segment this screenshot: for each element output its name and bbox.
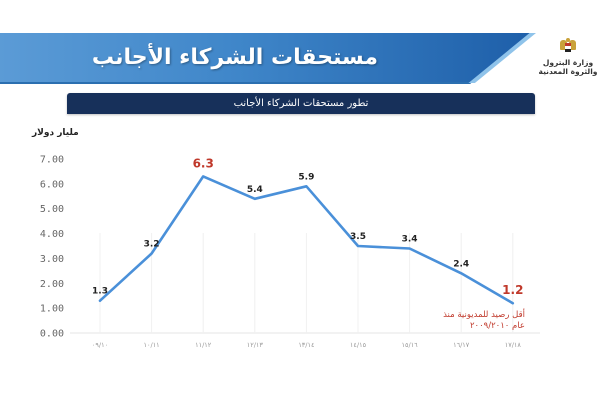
y-tick-label: 2.00 xyxy=(40,279,64,290)
title-banner xyxy=(0,33,530,84)
x-tick-label: ٠٩/١٠ xyxy=(92,341,108,349)
data-point-label: 2.4 xyxy=(453,259,469,269)
annotation-lowest-balance: أقل رصيد للمديونية منذ عام ٢٠٠٩/٢٠١٠ xyxy=(415,310,525,332)
data-point-label: 5.9 xyxy=(298,172,314,182)
chart-title-bar: تطور مستحقات الشركاء الأجانب xyxy=(67,93,535,114)
annotation-line2: عام ٢٠٠٩/٢٠١٠ xyxy=(469,321,525,331)
data-point-label: 6.3 xyxy=(193,156,214,170)
x-tick-label: ١٧/١٨ xyxy=(505,341,522,349)
egypt-eagle-icon xyxy=(560,38,576,56)
y-tick-label: 6.00 xyxy=(40,179,64,190)
x-tick-label: ١٣/١٤ xyxy=(298,341,314,349)
series-line xyxy=(98,175,515,305)
annotation-line1: أقل رصيد للمديونية منذ xyxy=(443,310,525,320)
chart-gridlines xyxy=(70,233,540,334)
x-tick-label: ١٥/١٦ xyxy=(402,341,419,349)
y-tick-label: 7.00 xyxy=(40,155,64,166)
ministry-logo: وزارة البترول والثروة المعدنية xyxy=(538,38,598,88)
x-tick-label: ١٤/١٥ xyxy=(350,341,367,349)
data-labels: 1.3 3.2 6.3 5.4 5.9 3.5 3.4 2.4 1.2 xyxy=(92,156,523,297)
x-tick-label: ١٦/١٧ xyxy=(453,341,470,349)
data-point-label: 3.5 xyxy=(350,232,366,242)
ministry-name-line1: وزارة البترول xyxy=(542,58,594,67)
x-tick-label: ١١/١٢ xyxy=(195,341,212,349)
y-tick-label: 4.00 xyxy=(40,229,64,240)
y-tick-label: 1.00 xyxy=(40,304,64,315)
x-axis-ticks: ٠٩/١٠ ١٠/١١ ١١/١٢ ١٢/١٣ ١٣/١٤ ١٤/١٥ ١٥/١٦ ١٦/١٧… xyxy=(92,341,521,349)
data-point-label: 1.2 xyxy=(502,283,523,297)
data-point-label: 5.4 xyxy=(247,185,263,195)
x-tick-label: ١٢/١٣ xyxy=(247,341,264,349)
y-axis-ticks: 0.00 1.00 2.00 3.00 4.00 5.00 6.00 7.00 xyxy=(40,155,64,340)
y-tick-label: 0.00 xyxy=(40,329,64,340)
page-title: مستحقات الشركاء الأجانب xyxy=(91,45,379,70)
data-point-label: 3.2 xyxy=(144,239,160,249)
y-axis-unit-label: مليار دولار xyxy=(32,128,79,138)
x-tick-label: ١٠/١١ xyxy=(144,341,160,349)
data-point-label: 3.4 xyxy=(402,234,418,244)
data-point-label: 1.3 xyxy=(92,287,108,297)
y-tick-label: 5.00 xyxy=(40,204,64,215)
ministry-name-line2: والثروة المعدنية xyxy=(538,67,598,76)
y-tick-label: 3.00 xyxy=(40,254,64,265)
